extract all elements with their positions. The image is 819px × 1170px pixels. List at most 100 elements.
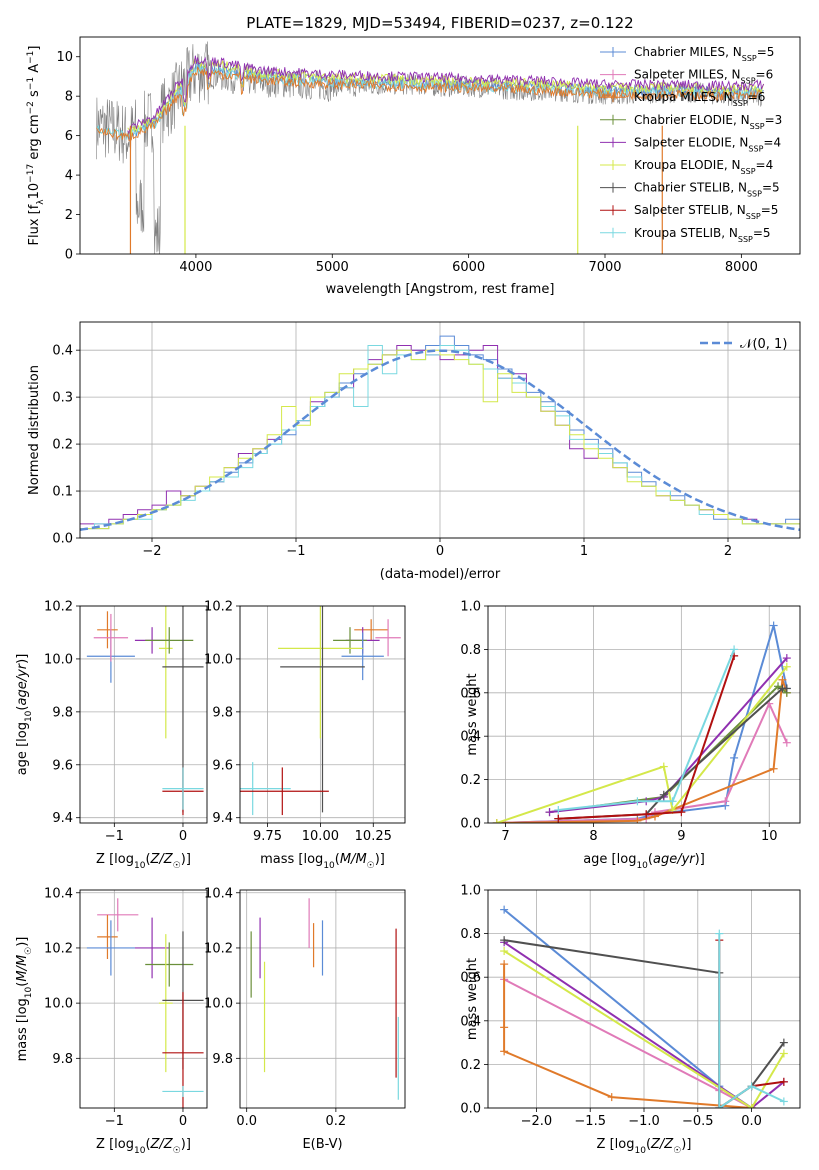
- x-tick-label: 0: [179, 1114, 187, 1129]
- y-tick-label: 10.2: [44, 600, 73, 615]
- label-part: (: [15, 982, 30, 987]
- x-tick-label: 8: [589, 829, 597, 844]
- x-tick-label: −2: [142, 544, 161, 559]
- label-part: M/M: [15, 955, 30, 982]
- label-part: )]: [15, 937, 30, 947]
- y-tick-label: 2: [65, 208, 73, 223]
- x-tick-label: −1: [286, 544, 305, 559]
- label-part: −1: [26, 77, 36, 90]
- label-part: 10: [323, 861, 335, 871]
- weight-line: [503, 978, 753, 1108]
- label-part: )]: [681, 1137, 691, 1152]
- y-tick-label: 10.2: [204, 600, 233, 615]
- label-part: ☉: [367, 861, 375, 871]
- y-tick-label: 0.6: [460, 686, 481, 701]
- x-axis-label: Z [log10(Z/Z☉)]: [96, 1137, 191, 1156]
- legend-name: Chabrier STELIB, N: [634, 181, 747, 195]
- errorbar: [97, 898, 139, 932]
- y-tick-label: 0.4: [460, 730, 481, 745]
- errorbar: [93, 613, 129, 662]
- weight-line: [718, 933, 785, 1108]
- legend-label: Salpeter ELODIE, NSSP=4: [634, 135, 781, 153]
- y-tick-label: 10.0: [44, 997, 73, 1012]
- errorbar-group: [240, 606, 401, 816]
- errorbar: [162, 1085, 204, 1097]
- legend-value: =6: [748, 90, 766, 104]
- x-tick-label: 0.0: [741, 1114, 762, 1129]
- label-part: (: [145, 852, 150, 867]
- y-tick-label: 9.4: [52, 811, 73, 826]
- model-spectrum-line: [127, 55, 765, 135]
- axes-frame: [487, 889, 801, 1109]
- y-tick-label: 0.4: [460, 1014, 481, 1029]
- label-part: age [log: [15, 722, 30, 775]
- legend-sub: SSP: [742, 54, 757, 63]
- legend-value: =3: [765, 113, 783, 127]
- x-tick-label: 4000: [179, 260, 212, 275]
- y-tick-label: 0.6: [460, 971, 481, 986]
- label-part: mass [log: [15, 998, 30, 1061]
- label-part: Z [log: [96, 852, 134, 867]
- weight-line: [503, 939, 785, 1108]
- weight-line: [503, 908, 753, 1108]
- label-part: ☉: [173, 1146, 181, 1156]
- axes-frame: [79, 36, 801, 255]
- errorbar-group: [86, 606, 204, 816]
- figure-title: PLATE=1829, MJD=53494, FIBERID=0237, z=0…: [246, 14, 633, 32]
- axes-frame: [79, 889, 208, 1109]
- legend-value: =6: [756, 68, 774, 82]
- label-part: age [log: [583, 852, 636, 867]
- y-tick-label: 10.4: [44, 886, 73, 901]
- model-spectrum-line: [127, 58, 765, 136]
- legend-label: Salpeter STELIB, NSSP=5: [634, 203, 778, 221]
- x-tick-label: 9: [677, 829, 685, 844]
- errorbar: [97, 914, 118, 959]
- errorbar: [158, 934, 173, 1073]
- x-tick-label: 7000: [588, 260, 621, 275]
- spectrum-lines: [96, 41, 765, 254]
- y-tick-label: 0.0: [460, 1102, 481, 1117]
- cumulative-z-panel: −2.0 −1.5 −1.0 −0.5 0.0 0.0 0.2 0.4 0.6 0.8 1.0 Z […: [460, 884, 801, 1156]
- weight-line: [558, 655, 736, 820]
- errorbar-group: [86, 898, 204, 1108]
- legend-name: Chabrier MILES, N: [634, 45, 742, 59]
- x-tick-label: 2: [724, 544, 732, 559]
- x-tick-label: 0: [179, 829, 187, 844]
- legend-label: Chabrier MILES, NSSP=5: [634, 45, 774, 63]
- y-tick-label: 10.4: [204, 886, 233, 901]
- y-axis-label: Flux [fλ10−17 erg cm−2 s−1 A−1]: [26, 46, 46, 246]
- errorbar: [162, 767, 204, 810]
- ebv-mass-panel: 0.0 0.2 9.8 10.0 10.2 10.4 E(B-V): [204, 886, 406, 1152]
- y-tick-label: 0.3: [52, 391, 73, 406]
- y-tick-label: 0.0: [460, 817, 481, 832]
- errorbar: [97, 611, 118, 649]
- y-tick-label: 0.1: [52, 485, 73, 500]
- x-tick-label: −2.0: [521, 1114, 553, 1129]
- line-group: [500, 905, 788, 1108]
- errorbar: [145, 942, 194, 987]
- x-axis-label: Z [log10(Z/Z☉)]: [597, 1137, 692, 1156]
- x-tick-label: 0: [436, 544, 444, 559]
- x-axis-label: Z [log10(Z/Z☉)]: [96, 852, 191, 871]
- y-tick-label: 0.0: [52, 532, 73, 547]
- weight-line: [558, 649, 736, 811]
- x-axis-label: wavelength [Angstrom, rest frame]: [326, 282, 555, 297]
- y-tick-label: 0.8: [460, 643, 481, 658]
- label-part: Z/Z: [150, 852, 174, 867]
- y-tick-label: 9.6: [52, 758, 73, 773]
- legend-name: Kroupa MILES, N: [634, 90, 733, 104]
- legend-sub: SSP: [738, 234, 753, 243]
- weight-line: [549, 657, 788, 814]
- y-tick-label: 10.0: [204, 652, 233, 667]
- x-tick-label: 1: [580, 544, 588, 559]
- x-tick-label: −1: [105, 1114, 124, 1129]
- y-axis-label: mass weight: [465, 673, 480, 755]
- spectrum-panel: 4000 5000 6000 7000 8000 0 2 4 6 8 10 Chabrier MILE…: [26, 36, 801, 297]
- y-tick-label: 9.6: [212, 758, 233, 773]
- x-tick-label: 6000: [452, 260, 485, 275]
- y-tick-label: 0.2: [52, 438, 73, 453]
- z-mass-panel: −1 09.810.010.210.4Z [log10(Z/Z☉)]mass [l…: [15, 886, 208, 1156]
- errorbar: [162, 606, 204, 813]
- y-tick-label: 10.2: [204, 941, 233, 956]
